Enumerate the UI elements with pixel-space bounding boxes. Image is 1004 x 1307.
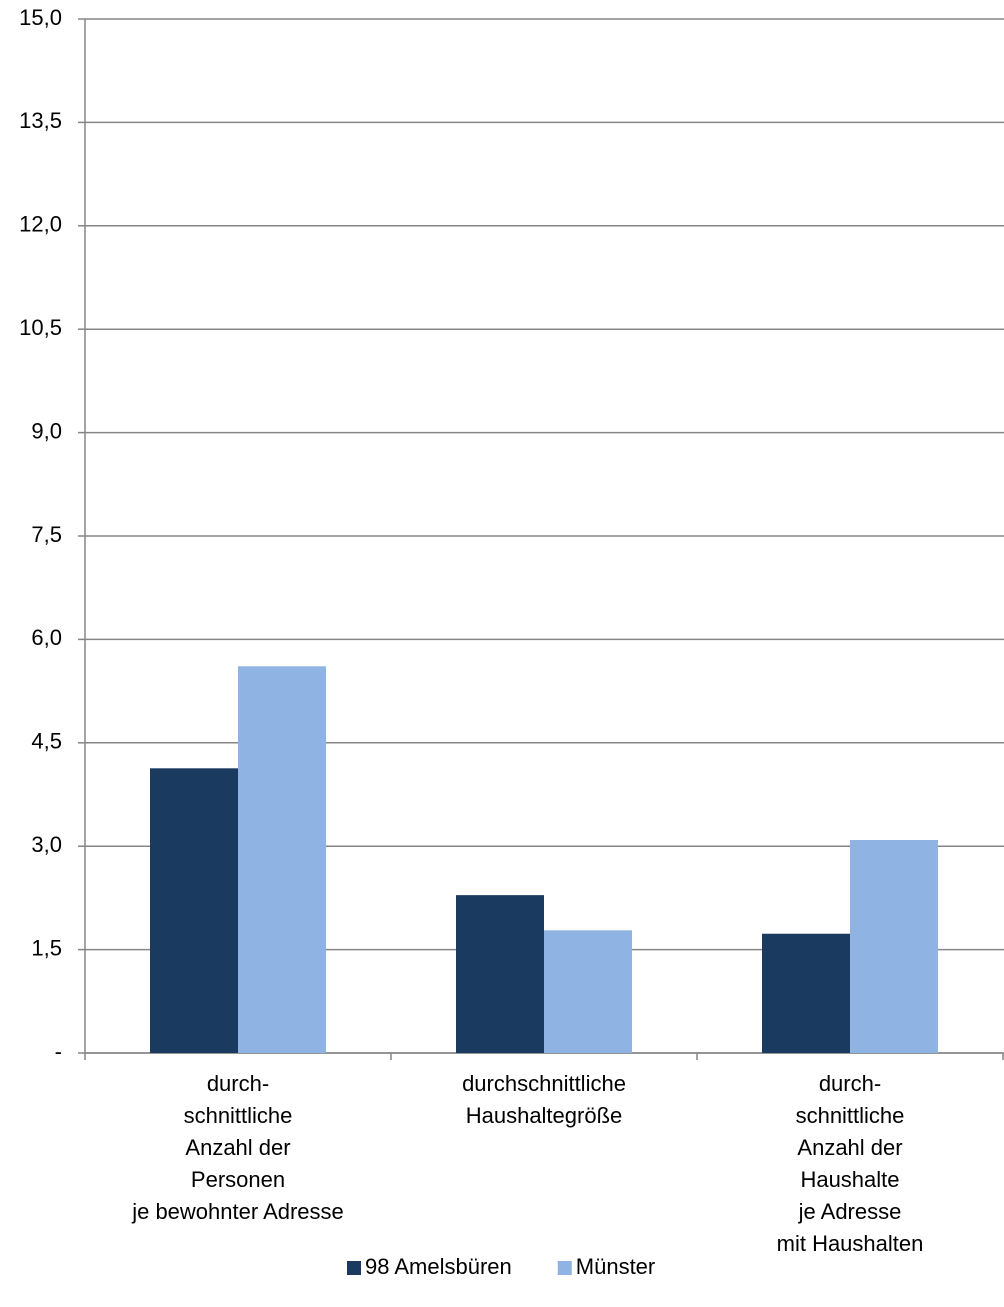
y-tick-label: 13,5	[19, 108, 62, 133]
y-tick-label: 10,5	[19, 315, 62, 340]
bar	[850, 839, 938, 1053]
x-tick-label: durchschnittliche	[462, 1071, 626, 1096]
x-tick-label: schnittliche	[184, 1103, 293, 1128]
y-tick-label: 9,0	[31, 418, 62, 443]
x-tick-label: mit Haushalten	[777, 1231, 924, 1256]
x-tick-label: je Adresse	[798, 1199, 902, 1224]
x-tick-label: durch-	[207, 1071, 269, 1096]
x-tick-label: durch-	[819, 1071, 881, 1096]
x-tick-label: Anzahl der	[185, 1135, 290, 1160]
bar	[150, 768, 238, 1053]
x-tick-label: Haushaltegröße	[466, 1103, 623, 1128]
legend-swatch	[557, 1261, 572, 1275]
x-tick-label: je bewohnter Adresse	[131, 1199, 344, 1224]
y-tick-label: 12,0	[19, 212, 62, 237]
y-tick-label: 6,0	[31, 625, 62, 650]
y-tick-label: 15,0	[19, 5, 62, 30]
bar	[238, 666, 326, 1053]
y-tick-label: 3,0	[31, 832, 62, 857]
bar	[762, 933, 850, 1053]
bar	[456, 895, 544, 1053]
y-tick-label: 1,5	[31, 935, 62, 960]
bar	[544, 930, 632, 1053]
x-tick-label: Haushalte	[800, 1167, 899, 1192]
y-tick-label: -	[55, 1039, 62, 1064]
x-tick-label: Anzahl der	[797, 1135, 902, 1160]
y-tick-label: 4,5	[31, 729, 62, 754]
x-tick-label: Personen	[191, 1167, 285, 1192]
legend-label: 98 Amelsbüren	[365, 1254, 512, 1279]
x-tick-label: schnittliche	[796, 1103, 905, 1128]
legend-label: Münster	[576, 1254, 655, 1279]
legend-swatch	[347, 1261, 361, 1275]
y-tick-label: 7,5	[31, 522, 62, 547]
